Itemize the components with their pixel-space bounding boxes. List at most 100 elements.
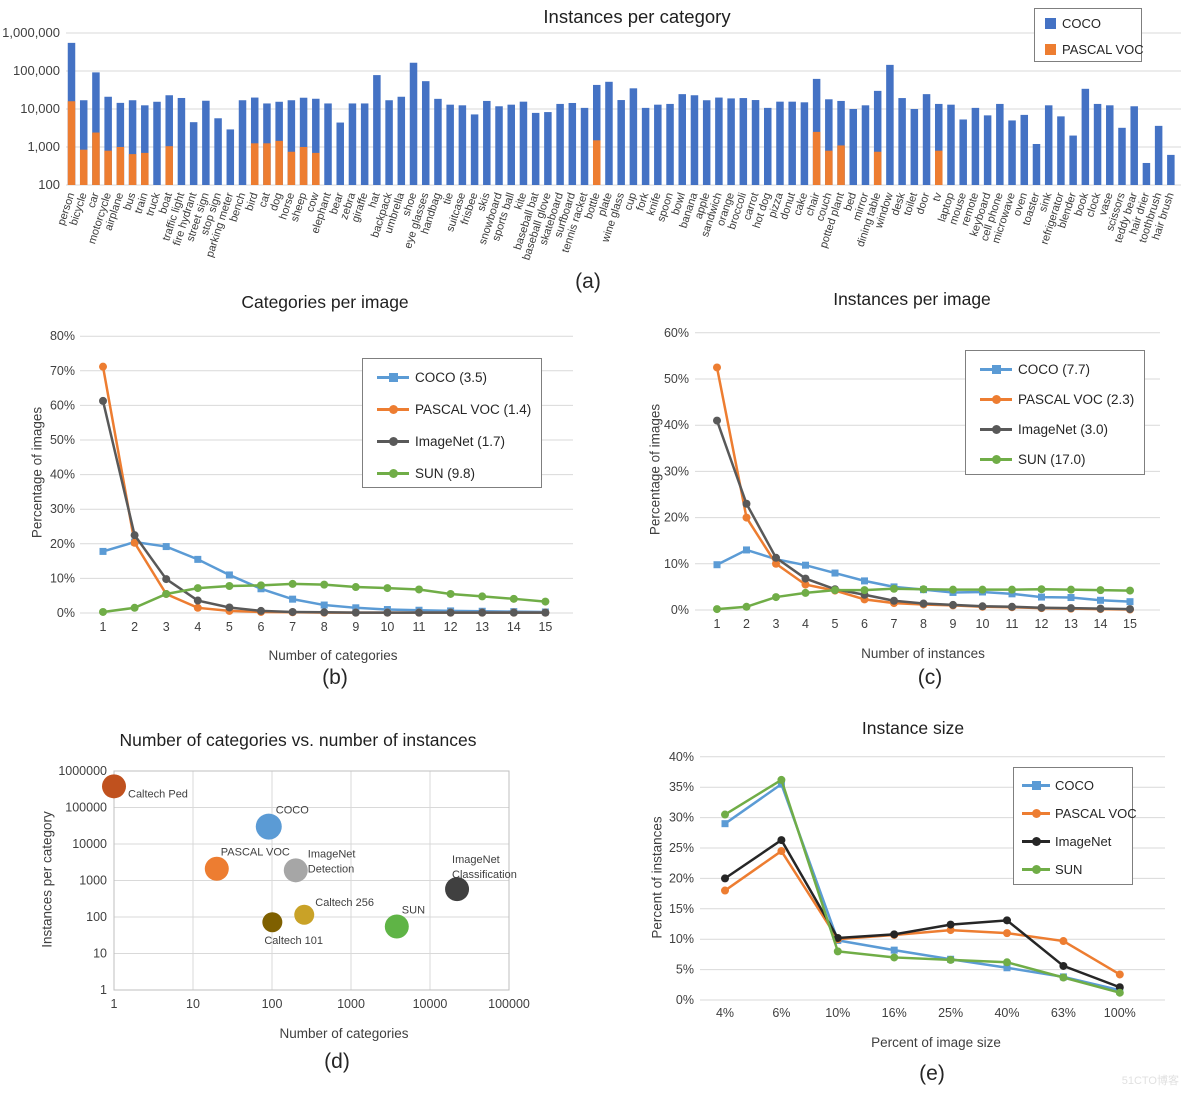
svg-text:tv: tv	[931, 191, 945, 203]
svg-text:9: 9	[352, 620, 359, 634]
point-caltech-256	[294, 904, 315, 925]
legend-item-imagenet: ImageNet (1.7)	[363, 425, 541, 457]
svg-text:10%: 10%	[669, 932, 694, 946]
pascal-voc-line-marker-icon	[377, 404, 409, 414]
svg-text:cat: cat	[257, 191, 273, 209]
svg-text:14: 14	[507, 620, 521, 634]
svg-text:3: 3	[163, 620, 170, 634]
svg-text:100%: 100%	[1104, 1006, 1136, 1020]
watermark: 51CTO博客	[1121, 1075, 1179, 1087]
svg-text:100: 100	[38, 177, 60, 192]
svg-text:15: 15	[538, 620, 552, 634]
svg-text:1000000: 1000000	[58, 764, 107, 778]
caption-a: (a)	[575, 270, 601, 293]
svg-text:sink: sink	[1037, 191, 1055, 214]
sun-line-marker-icon	[980, 454, 1012, 464]
svg-text:dog: dog	[268, 191, 285, 212]
svg-text:5%: 5%	[676, 963, 694, 977]
svg-text:Caltech 101: Caltech 101	[264, 935, 323, 947]
svg-text:16%: 16%	[882, 1006, 907, 1020]
legend-item-pascal-voc: PASCAL VOC (2.3)	[966, 384, 1144, 414]
series-sun	[721, 775, 1124, 997]
chart-d-grid: 1 10 100 1000 10000 100000 1000000 1 10 100 1000 10…	[58, 764, 530, 1011]
svg-text:0%: 0%	[57, 606, 75, 620]
caption-d: (d)	[324, 1050, 350, 1073]
svg-text:63%: 63%	[1051, 1006, 1076, 1020]
point-caltech-ped	[102, 774, 126, 799]
svg-text:10000: 10000	[72, 837, 107, 851]
pascal-voc-bars	[67, 101, 943, 185]
chart-a-legend: COCO PASCAL VOC	[1034, 8, 1144, 62]
series-imagenet	[721, 836, 1124, 992]
svg-text:50%: 50%	[664, 372, 689, 386]
svg-text:9: 9	[950, 617, 957, 631]
svg-text:80%: 80%	[50, 329, 75, 343]
chart-e-title: Instance size	[861, 718, 965, 738]
svg-text:40%: 40%	[50, 468, 75, 482]
legend-item-pascal-voc: PASCAL VOC (1.4)	[363, 393, 541, 425]
svg-text:ImageNet: ImageNet	[452, 854, 500, 866]
svg-text:25%: 25%	[938, 1006, 963, 1020]
chart-e-legend: COCO PASCAL VOC ImageNet SUN	[1013, 767, 1137, 885]
caption-b: (b)	[322, 666, 348, 689]
imagenet-line-marker-icon	[980, 424, 1012, 434]
svg-text:1: 1	[100, 620, 107, 634]
imagenet-line-marker-icon	[1022, 836, 1050, 846]
legend-item-coco: COCO (7.7)	[966, 354, 1144, 384]
svg-text:60%: 60%	[50, 398, 75, 412]
dataset-points: Caltech Ped PASCAL VOC COCO ImageNet Detecti…	[102, 774, 517, 947]
legend-item-sun: SUN (9.8)	[363, 457, 541, 489]
chart-c-legend: COCO (7.7) PASCAL VOC (2.3) ImageNet (3.…	[965, 350, 1145, 475]
svg-text:25%: 25%	[669, 841, 694, 855]
svg-text:100: 100	[86, 910, 107, 924]
category-labels: personbicyclecarmotorcycleairplanebustra…	[56, 190, 1177, 261]
chart-b-x-axis-title: Number of categories	[268, 648, 398, 663]
svg-text:ImageNet: ImageNet	[308, 848, 356, 860]
svg-text:6: 6	[861, 617, 868, 631]
svg-text:1: 1	[714, 617, 721, 631]
chart-e-grid: 0% 5% 10% 15% 20% 25% 30% 35% 40% 4% 6% 10% 16% 25% 40…	[669, 750, 1165, 1020]
svg-text:12: 12	[1035, 617, 1049, 631]
svg-text:11: 11	[1006, 617, 1019, 631]
series-imagenet-1-7-	[99, 396, 550, 617]
chart-b-title: Categories per image	[241, 292, 409, 312]
svg-text:cow: cow	[304, 191, 321, 213]
caption-e: (e)	[919, 1062, 945, 1085]
point-imagenet-detection	[283, 858, 308, 883]
series-sun-17-0-	[713, 584, 1134, 614]
svg-text:4: 4	[194, 620, 201, 634]
svg-text:5: 5	[832, 617, 839, 631]
svg-text:10: 10	[976, 617, 990, 631]
svg-text:10%: 10%	[825, 1006, 850, 1020]
chart-b-legend: COCO (3.5) PASCAL VOC (1.4) ImageNet (1.…	[362, 358, 542, 488]
svg-text:skis: skis	[475, 191, 492, 213]
chart-d-y-axis-title: Instances per category	[39, 811, 55, 948]
svg-text:bus: bus	[122, 191, 139, 212]
svg-text:15%: 15%	[669, 902, 694, 916]
svg-text:10: 10	[186, 997, 200, 1011]
svg-text:30%: 30%	[669, 811, 694, 825]
series-sun-9-8-	[99, 579, 550, 616]
chart-b-y-axis-title: Percentage of images	[29, 406, 45, 539]
svg-text:30%: 30%	[664, 464, 689, 478]
svg-text:50%: 50%	[50, 433, 75, 447]
svg-text:1: 1	[100, 983, 107, 997]
svg-text:2: 2	[743, 617, 750, 631]
svg-text:60%: 60%	[664, 326, 689, 340]
svg-text:100000: 100000	[488, 997, 530, 1011]
svg-text:100000: 100000	[65, 801, 107, 815]
svg-text:20%: 20%	[669, 871, 694, 885]
svg-text:10%: 10%	[50, 571, 75, 585]
svg-text:4: 4	[802, 617, 809, 631]
svg-text:1,000,000: 1,000,000	[2, 25, 60, 40]
legend-item-coco: COCO (3.5)	[363, 361, 541, 393]
chart-c-y-axis-title: Percentage of images	[647, 403, 663, 536]
svg-text:7: 7	[289, 620, 296, 634]
svg-text:0%: 0%	[676, 993, 694, 1007]
svg-text:8: 8	[920, 617, 927, 631]
imagenet-line-marker-icon	[377, 436, 409, 446]
